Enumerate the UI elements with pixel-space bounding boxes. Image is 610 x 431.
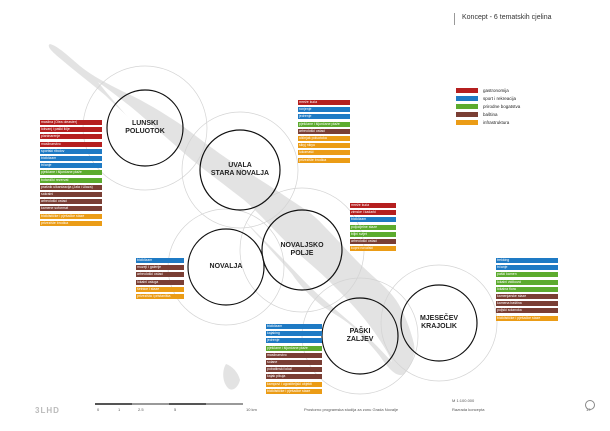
- feature-tag: trčanje: [40, 163, 102, 169]
- feature-tag: lukomašč: [298, 150, 350, 156]
- zone-uvala-ring: [181, 111, 299, 229]
- feature-tag: maslinarstvo: [40, 141, 102, 147]
- feature-tag: uličnjak poluotoka: [298, 136, 350, 141]
- islet: [223, 364, 240, 390]
- feature-tag: arheološki ostaci: [40, 199, 102, 205]
- scale-mark: 10 km: [246, 407, 257, 412]
- island-inner: [98, 82, 392, 362]
- legend-swatch: [456, 96, 478, 101]
- legend-swatch: [456, 112, 478, 117]
- feature-tag: pješčane i šljunčane plaže: [40, 170, 102, 176]
- legend-swatch: [456, 88, 478, 93]
- feature-tag: kajaking: [266, 331, 322, 337]
- zone-polje-circle: [261, 209, 343, 291]
- legend-label: sport i rekreacija: [483, 96, 517, 101]
- zone-lunski-circle: [106, 89, 184, 167]
- feature-tag: kupni novalski: [350, 246, 396, 252]
- zone-label-lunski: LUNSKI POLUOTOK: [125, 120, 165, 135]
- zone-label-uvala: UVALA STARA NOVALJA: [210, 162, 270, 177]
- scale-mark: 5: [174, 407, 177, 412]
- feature-tag: biciklizam: [266, 324, 322, 329]
- feature-tag: poljski solanoka: [496, 308, 558, 314]
- feature-tag: sikyj nikyu: [298, 143, 350, 149]
- feature-tag: botanički rezervat: [40, 177, 102, 183]
- feature-tag: biljni svijet: [350, 231, 396, 237]
- legend-label: prirodne bogatstva: [483, 104, 521, 109]
- feature-tag: planinarenje: [40, 134, 102, 140]
- feature-tag: kajak pikuja: [266, 374, 322, 380]
- zone-label-polje: NOVALJSKO POLJE: [280, 242, 324, 257]
- feature-tag: solane: [266, 360, 322, 365]
- feature-tag: trekking: [496, 258, 558, 263]
- page-title: Koncept - 6 tematskih cjelina: [462, 14, 552, 21]
- title-divider: [454, 13, 455, 25]
- legend-swatch: [456, 120, 478, 125]
- scale-mark: 2.5: [138, 407, 144, 412]
- feature-tag: pješčane i šljunčane plaže: [266, 345, 322, 351]
- zone-krajolik-circle: [400, 284, 478, 362]
- project-name: Prostorno programska studija za zonu Gra…: [304, 407, 399, 412]
- feature-tag: lokalna flora: [496, 286, 558, 292]
- scale-mark: 0: [97, 407, 100, 412]
- feature-tag: lokvanj i paški ličje: [40, 127, 102, 133]
- feature-tag: mreže kuća: [298, 100, 350, 105]
- feature-tag: kamena baština: [496, 301, 558, 307]
- feature-tag: šetnice i staze: [136, 286, 184, 292]
- feature-tag: kampovi i ugostiteljski objekti: [266, 381, 322, 387]
- feature-tag: lokalni vidikovci: [496, 279, 558, 285]
- feature-tag: biciklizam: [136, 258, 184, 263]
- feature-tag: maslinarstvo: [266, 352, 322, 358]
- feature-tag: maslina (Olea oleaster): [40, 120, 102, 125]
- feature-tag: muzeji i galerije: [136, 265, 184, 271]
- feature-tag: biciklizam: [350, 217, 396, 223]
- feature-tag: pobatiinski lokal: [266, 367, 322, 373]
- feature-tag: lokalni usluga: [136, 279, 184, 285]
- zone-krajolik-ring: [380, 264, 498, 382]
- feature-tag: arheološki ostaci: [136, 272, 184, 278]
- feature-tag: mreže kuća: [350, 203, 396, 208]
- legend-label: gastronomija: [483, 88, 509, 93]
- feature-tag: kamenjarske staze: [496, 294, 558, 299]
- feature-tag: privezište brodica: [298, 157, 350, 163]
- feature-tag: privezište brodica: [40, 220, 102, 226]
- feature-tag: arheološki ostaci: [298, 128, 350, 134]
- feature-tag: trčanje: [496, 265, 558, 271]
- zone-uvala-circle: [199, 129, 281, 211]
- zone-label-novalja: NOVALJA: [209, 263, 243, 270]
- scale-bar: [95, 403, 243, 405]
- feature-tag: biciklizam: [40, 156, 102, 161]
- feature-tag: kamene soformat: [40, 206, 102, 212]
- zone-novalja-circle: [187, 228, 265, 306]
- legend-label: baština: [483, 112, 498, 117]
- brand-logo: 3LHD: [35, 406, 60, 415]
- zone-label-krajolik: MJESEČEV KRAJOLIK: [419, 315, 459, 330]
- feature-tag: privezišta i pristaništa: [136, 294, 184, 299]
- zone-label-zaljev: PAŠKI ZALJEV: [346, 328, 374, 343]
- feature-tag: jedrenje: [266, 338, 322, 344]
- north-arrow-icon: [585, 400, 595, 410]
- feature-tag: sportski ribolov: [40, 148, 102, 154]
- feature-tag: biciklističke i pješačke staze: [266, 388, 322, 394]
- zone-zaljev-circle: [321, 297, 399, 375]
- feature-tag: poljodjelne staze: [350, 224, 396, 230]
- feature-tag: sakralni: [40, 192, 102, 197]
- feature-tag: jedrenje: [298, 114, 350, 120]
- feature-tag: biciklističke i pješačke staze: [496, 315, 558, 321]
- section-name: Razrada koncepta: [452, 407, 485, 412]
- feature-tag: ronjenje: [298, 107, 350, 113]
- feature-tag: pješčane i šljunčane plaže: [298, 121, 350, 127]
- legend-swatch: [456, 104, 478, 109]
- feature-tag: arheološki ostaci: [350, 239, 396, 244]
- feature-tag: prašnik ulkanizacija (Jala i Ulaza): [40, 184, 102, 190]
- feature-tag: zimske i kadarki: [350, 210, 396, 216]
- scale-label: M 1:100.000: [452, 398, 475, 403]
- feature-tag: biciklističke i pješačke staze: [40, 213, 102, 219]
- feature-tag: paški kamen: [496, 272, 558, 278]
- scale-mark: 1: [118, 407, 121, 412]
- legend-label: infrastruktura: [483, 120, 510, 125]
